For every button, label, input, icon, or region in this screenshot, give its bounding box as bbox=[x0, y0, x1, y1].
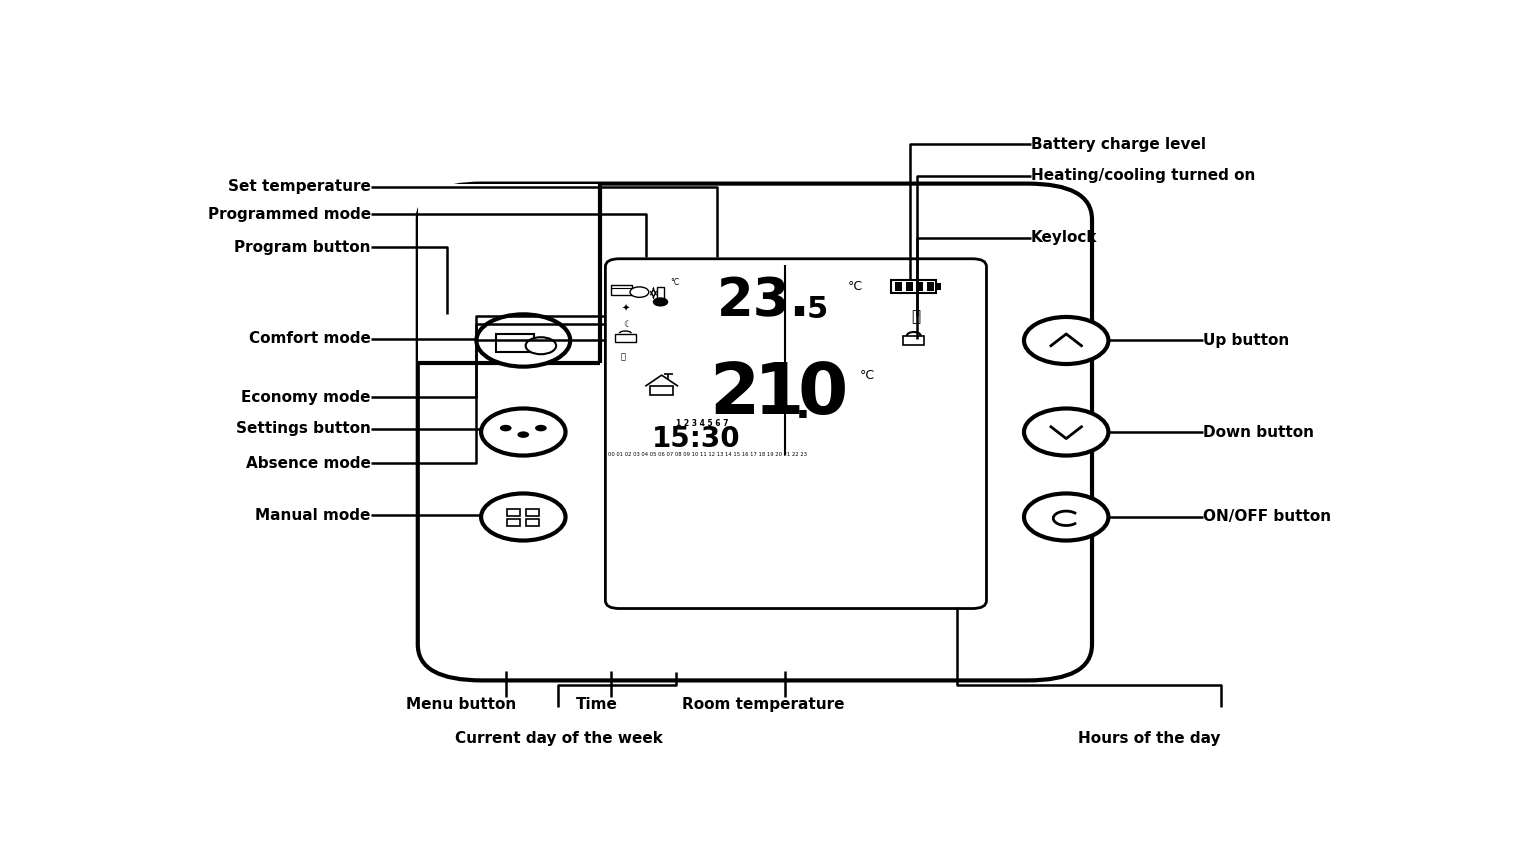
Circle shape bbox=[1024, 408, 1109, 456]
Text: 2: 2 bbox=[710, 360, 760, 430]
Circle shape bbox=[481, 493, 566, 541]
Circle shape bbox=[629, 287, 649, 297]
Text: ✦: ✦ bbox=[622, 304, 629, 314]
Text: Time: Time bbox=[576, 697, 619, 711]
Circle shape bbox=[517, 431, 530, 438]
Text: Comfort mode: Comfort mode bbox=[250, 331, 371, 346]
Bar bbox=[611, 285, 632, 295]
Text: Settings button: Settings button bbox=[236, 421, 371, 436]
Text: Economy mode: Economy mode bbox=[242, 390, 371, 405]
Bar bbox=[926, 282, 934, 291]
Text: 1 2 3 4 5 6 7: 1 2 3 4 5 6 7 bbox=[676, 419, 728, 428]
Circle shape bbox=[499, 424, 511, 431]
Bar bbox=[657, 287, 664, 300]
Text: Room temperature: Room temperature bbox=[682, 697, 844, 711]
Circle shape bbox=[654, 298, 667, 306]
Bar bbox=[903, 336, 924, 345]
Text: Heating/cooling turned on: Heating/cooling turned on bbox=[1030, 168, 1256, 183]
Text: 23.: 23. bbox=[717, 275, 811, 327]
FancyBboxPatch shape bbox=[605, 259, 986, 609]
Text: Programmed mode: Programmed mode bbox=[207, 207, 371, 222]
Text: ☾: ☾ bbox=[623, 319, 632, 329]
Text: 15:30: 15:30 bbox=[652, 425, 741, 453]
Text: 0: 0 bbox=[797, 360, 847, 430]
Text: Battery charge level: Battery charge level bbox=[1030, 137, 1206, 152]
Circle shape bbox=[481, 408, 566, 456]
Text: .: . bbox=[794, 385, 811, 427]
Bar bbox=[525, 509, 539, 515]
FancyBboxPatch shape bbox=[418, 183, 1092, 680]
Text: ON/OFF button: ON/OFF button bbox=[1203, 509, 1331, 525]
Text: Keylock: Keylock bbox=[1030, 230, 1097, 245]
Text: Menu button: Menu button bbox=[405, 697, 516, 711]
Bar bbox=[906, 282, 912, 291]
Text: Up button: Up button bbox=[1203, 333, 1289, 348]
Circle shape bbox=[477, 314, 570, 367]
Text: Manual mode: Manual mode bbox=[256, 508, 371, 522]
Bar bbox=[496, 334, 534, 352]
Circle shape bbox=[1024, 317, 1109, 364]
Text: 🔥: 🔥 bbox=[911, 309, 921, 323]
Text: °C: °C bbox=[859, 368, 875, 382]
Bar bbox=[614, 334, 635, 342]
Text: °C: °C bbox=[847, 279, 862, 293]
Circle shape bbox=[1024, 493, 1109, 541]
Bar bbox=[507, 509, 520, 515]
Circle shape bbox=[536, 424, 546, 431]
Text: 5: 5 bbox=[806, 295, 828, 324]
Text: Set temperature: Set temperature bbox=[228, 179, 371, 194]
Bar bbox=[507, 519, 520, 526]
Text: Current day of the week: Current day of the week bbox=[454, 731, 663, 745]
Text: Absence mode: Absence mode bbox=[247, 456, 371, 471]
Text: °C: °C bbox=[670, 278, 679, 288]
Bar bbox=[525, 519, 539, 526]
Bar bbox=[937, 283, 941, 290]
Bar bbox=[891, 279, 937, 293]
Text: Hours of the day: Hours of the day bbox=[1079, 731, 1221, 745]
Text: 1: 1 bbox=[753, 360, 803, 430]
Text: Program button: Program button bbox=[235, 239, 371, 255]
Text: 00 01 02 03 04 05 06 07 08 09 10 11 12 13 14 15 16 17 18 19 20 21 22 23: 00 01 02 03 04 05 06 07 08 09 10 11 12 1… bbox=[608, 453, 806, 458]
Circle shape bbox=[525, 337, 557, 354]
Bar bbox=[418, 183, 599, 363]
Text: ✋: ✋ bbox=[620, 352, 625, 362]
Text: Down button: Down button bbox=[1203, 424, 1315, 440]
Bar bbox=[896, 282, 902, 291]
Bar bbox=[915, 282, 923, 291]
Bar bbox=[651, 385, 673, 395]
